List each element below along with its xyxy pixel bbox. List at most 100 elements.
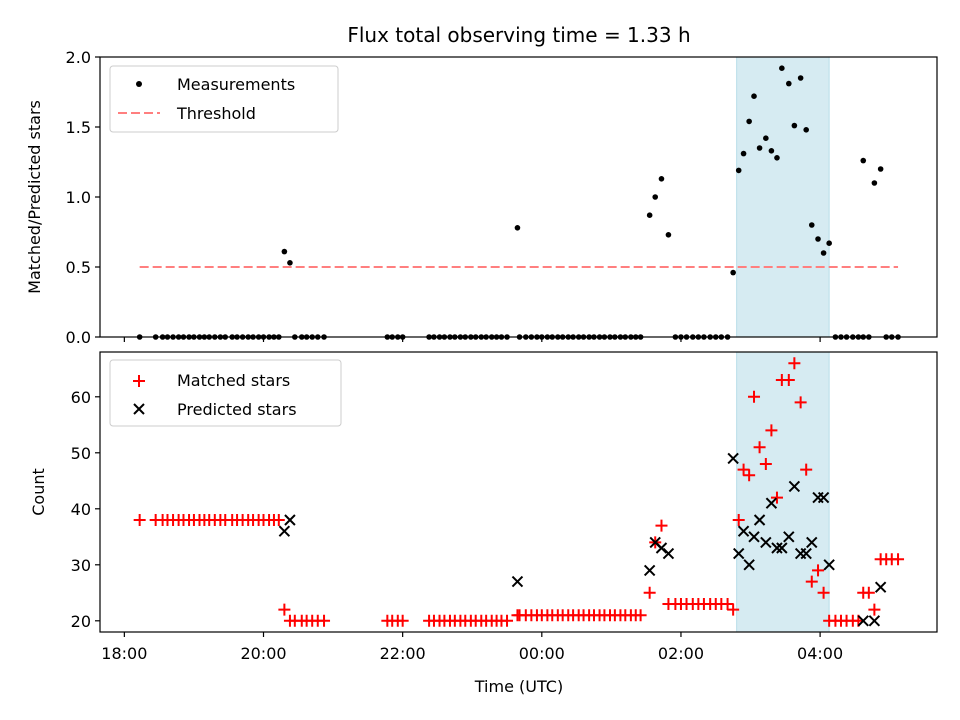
top-y-tick-label: 2.0 (66, 48, 91, 67)
measurement-point (803, 127, 809, 133)
measurement-point (791, 122, 798, 129)
matched-star-point (765, 424, 778, 437)
x-tick-label: 00:00 (519, 644, 565, 663)
predicted-star-point (765, 497, 778, 509)
bottom-y-tick-label: 60 (71, 388, 91, 407)
measurement-point (287, 260, 293, 266)
top-legend-box (109, 65, 339, 133)
measurement-point (735, 167, 742, 174)
matched-star-point (812, 564, 825, 577)
x-tick-label: 02:00 (658, 644, 704, 663)
predicted-star-point (284, 514, 296, 526)
top-y-tick-label: 1.0 (66, 188, 91, 207)
measurement-point (871, 180, 878, 186)
predicted-star-point (857, 615, 869, 627)
matched-star-point (732, 514, 745, 526)
measurement-point (652, 194, 659, 200)
matched-star-point (862, 586, 875, 599)
bottom-panel: 20 30 40 50 60 18:00 20:00 22:00 00:00 02:00 04:00 (71, 351, 938, 663)
measurement-point (756, 145, 763, 151)
matched-star-point (655, 519, 668, 532)
predicted-star-point (733, 547, 745, 560)
matched-star-point (396, 614, 409, 627)
legend-marker-matched (133, 375, 145, 387)
matched-star-point (868, 603, 881, 616)
predicted-star-point (776, 542, 788, 554)
matched-star-point (737, 463, 750, 476)
measurement-point (740, 150, 747, 157)
measurement-point (763, 135, 769, 141)
matched-star-point (721, 598, 734, 610)
measurement-point (815, 236, 821, 242)
matched-star-point (278, 603, 291, 616)
top-y-tick-label: 1.5 (66, 118, 91, 137)
predicted-star-point (278, 525, 291, 537)
measurement-point (658, 176, 665, 182)
chart-title: Flux total observing time = 1.33 h (347, 23, 690, 47)
predicted-star-point (823, 559, 835, 571)
top-highlight-span (736, 56, 830, 338)
matched-star-point (759, 458, 772, 470)
top-y-tick-label: 0.0 (66, 328, 91, 347)
measurement-point (774, 155, 780, 161)
legend-label-predicted: Predicted stars (177, 400, 297, 419)
predicted-star-point (800, 547, 812, 560)
x-tick-label: 22:00 (380, 644, 426, 663)
measurement-point (779, 65, 785, 71)
predicted-star-point (748, 531, 760, 543)
legend-label-matched: Matched stars (177, 371, 290, 390)
predicted-star-point (662, 547, 675, 560)
matched-star-point (753, 441, 766, 454)
predicted-star-point (737, 525, 750, 537)
measurement-point (877, 166, 884, 172)
matched-star-point (770, 491, 783, 504)
matched-star-point (501, 614, 514, 627)
matched-star-point (727, 603, 740, 616)
top-panel: 0.0 0.5 1.0 1.5 2.0 (66, 48, 938, 347)
measurement-point (786, 80, 792, 87)
measurement-point (808, 222, 815, 228)
predicted-star-point (511, 575, 524, 588)
bottom-axes-frame (99, 351, 938, 633)
measurement-point (826, 240, 832, 246)
measurement-point (797, 75, 804, 81)
x-tick-label: 04:00 (797, 644, 843, 663)
matched-star-point (805, 575, 818, 588)
predicted-star-point (788, 480, 801, 493)
matched-star-point (800, 463, 813, 476)
x-tick-label: 18:00 (101, 644, 147, 663)
bottom-y-tick-label: 40 (71, 500, 91, 519)
measurement-point (730, 269, 736, 276)
predicted-star-point (817, 491, 830, 504)
legend-label-threshold: Threshold (176, 104, 256, 123)
matched-star-point (318, 614, 331, 627)
matched-star-point (794, 396, 807, 409)
predicted-star-point (868, 615, 881, 627)
measurement-point (820, 250, 827, 256)
measurement-point (281, 248, 288, 255)
matched-star-point (272, 514, 285, 526)
measurement-point (646, 212, 653, 218)
bottom-highlight-span (736, 351, 830, 633)
x-tick-label: 20:00 (240, 644, 286, 663)
matched-star-point (788, 357, 801, 370)
bottom-legend: Matched stars Predicted stars (109, 359, 342, 427)
top-y-axis-label: Matched/Predicted stars (25, 100, 44, 294)
legend-marker-predicted (133, 403, 145, 415)
measurement-point (665, 232, 672, 238)
measurement-point (746, 118, 752, 125)
matched-star-point (743, 469, 756, 482)
bottom-y-tick-label: 30 (71, 556, 91, 575)
matched-star-point (748, 390, 761, 403)
top-legend: Measurements Threshold (109, 65, 339, 133)
predicted-star-point (643, 564, 656, 577)
matched-star-point (782, 374, 795, 386)
measurement-point (860, 157, 867, 164)
measurement-point (514, 225, 521, 231)
matched-star-point (634, 609, 647, 622)
predicted-star-point (806, 536, 818, 549)
bottom-legend-box (109, 359, 342, 427)
predicted-star-point (783, 531, 795, 543)
measurement-point (751, 93, 757, 99)
measurement-point (768, 148, 775, 154)
